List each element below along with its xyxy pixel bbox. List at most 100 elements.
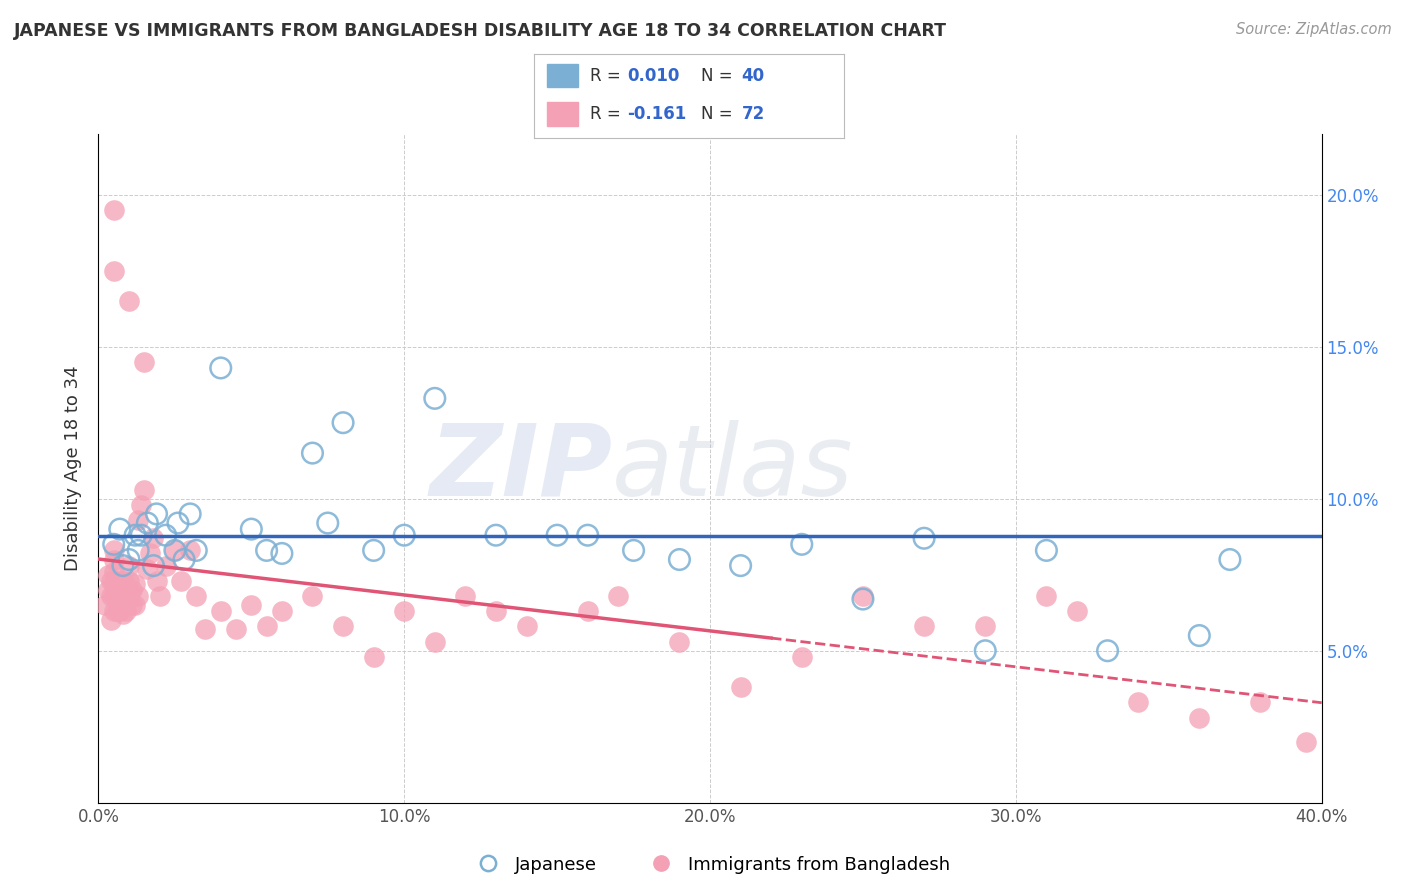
Point xyxy=(1295,735,1317,749)
Point xyxy=(485,604,508,618)
Point xyxy=(108,574,131,588)
Point xyxy=(134,355,156,369)
Text: R =: R = xyxy=(591,67,626,85)
Point xyxy=(256,543,278,558)
Point xyxy=(105,589,128,603)
Point xyxy=(423,634,446,648)
Point xyxy=(1035,589,1057,603)
Text: N =: N = xyxy=(702,104,738,123)
Text: R =: R = xyxy=(591,104,626,123)
Point xyxy=(790,537,813,551)
Point xyxy=(316,516,339,530)
Point xyxy=(121,582,143,597)
Point xyxy=(103,565,125,579)
Point xyxy=(105,574,128,588)
Point xyxy=(142,531,165,545)
Bar xyxy=(547,63,578,87)
Point xyxy=(240,598,263,612)
Point xyxy=(124,598,146,612)
Point xyxy=(97,567,120,582)
Point xyxy=(139,546,162,560)
Point xyxy=(136,516,159,530)
Point xyxy=(225,623,247,637)
Point xyxy=(1097,644,1119,658)
Point xyxy=(115,589,138,603)
Text: Source: ZipAtlas.com: Source: ZipAtlas.com xyxy=(1236,22,1392,37)
Point xyxy=(129,498,152,512)
Point xyxy=(423,392,446,406)
Point xyxy=(97,582,120,597)
Point xyxy=(136,562,159,576)
Point xyxy=(155,558,177,573)
Point xyxy=(301,446,323,460)
Point xyxy=(301,589,323,603)
Point xyxy=(1249,696,1271,710)
Point xyxy=(1188,628,1211,642)
Point xyxy=(111,607,134,622)
Point xyxy=(93,598,115,612)
Point xyxy=(103,552,125,566)
Point xyxy=(127,513,149,527)
Point xyxy=(103,543,125,558)
Point xyxy=(1188,711,1211,725)
Point xyxy=(668,552,690,566)
Point xyxy=(454,589,477,603)
Text: 0.010: 0.010 xyxy=(627,67,679,85)
Point xyxy=(332,619,354,633)
Y-axis label: Disability Age 18 to 34: Disability Age 18 to 34 xyxy=(65,366,83,571)
Point xyxy=(173,552,195,566)
Text: -0.161: -0.161 xyxy=(627,104,686,123)
Point xyxy=(118,558,141,573)
Point xyxy=(270,546,292,560)
Point xyxy=(209,361,232,376)
Point xyxy=(103,537,125,551)
Point xyxy=(170,574,193,588)
Point xyxy=(163,543,186,558)
Point xyxy=(623,543,645,558)
Point xyxy=(149,589,172,603)
Point xyxy=(111,592,134,607)
Point xyxy=(974,619,997,633)
Point xyxy=(1066,604,1088,618)
Point xyxy=(576,528,599,542)
Point xyxy=(179,507,201,521)
Point xyxy=(209,604,232,618)
Point xyxy=(124,577,146,591)
Bar xyxy=(547,102,578,126)
Point xyxy=(145,574,167,588)
Point xyxy=(103,577,125,591)
Point xyxy=(1128,696,1150,710)
Point xyxy=(1035,543,1057,558)
Point xyxy=(118,589,141,603)
Point xyxy=(118,294,141,309)
Text: 40: 40 xyxy=(741,67,765,85)
Point xyxy=(145,507,167,521)
Point xyxy=(111,558,134,573)
Text: 72: 72 xyxy=(741,104,765,123)
Point xyxy=(103,604,125,618)
Point xyxy=(852,589,875,603)
Point xyxy=(121,598,143,612)
Text: JAPANESE VS IMMIGRANTS FROM BANGLADESH DISABILITY AGE 18 TO 34 CORRELATION CHART: JAPANESE VS IMMIGRANTS FROM BANGLADESH D… xyxy=(14,22,948,40)
Point xyxy=(256,619,278,633)
Point xyxy=(111,574,134,588)
Point xyxy=(912,619,935,633)
Point xyxy=(108,604,131,618)
Point xyxy=(103,202,125,217)
Point xyxy=(127,589,149,603)
Point xyxy=(115,604,138,618)
Point xyxy=(332,416,354,430)
Point xyxy=(194,623,217,637)
Point xyxy=(516,619,538,633)
Point xyxy=(392,528,416,542)
Point xyxy=(100,574,122,588)
Point xyxy=(129,528,152,542)
Point xyxy=(186,543,208,558)
Point xyxy=(974,644,997,658)
Point xyxy=(100,589,122,603)
Point xyxy=(852,592,875,607)
Point xyxy=(103,589,125,603)
Point xyxy=(108,522,131,536)
Point xyxy=(546,528,568,542)
Point xyxy=(105,604,128,618)
